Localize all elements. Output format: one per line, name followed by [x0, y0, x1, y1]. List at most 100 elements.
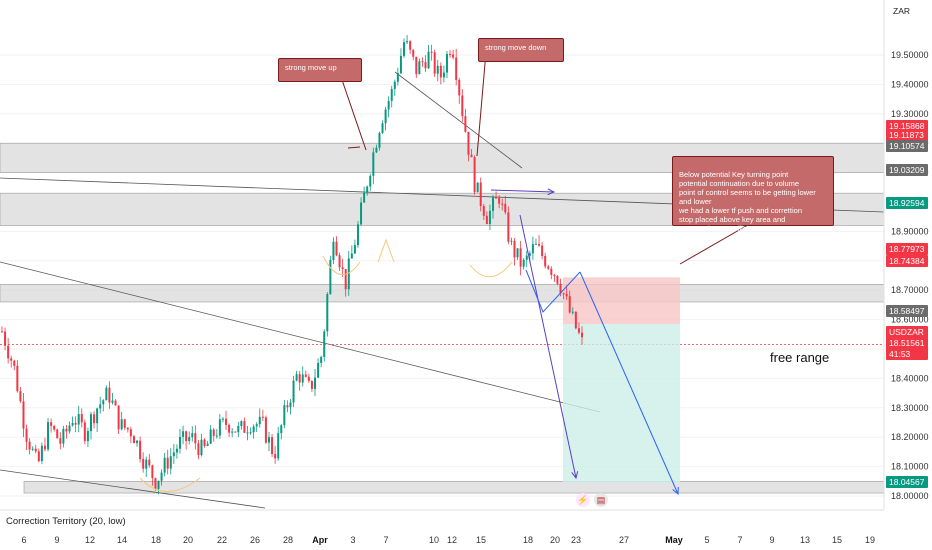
candle-body — [25, 428, 28, 442]
candle-body — [498, 198, 501, 204]
candle-body — [559, 283, 562, 294]
candle-body — [83, 422, 86, 442]
candle-body — [178, 436, 181, 449]
price-badge: 18.77973 — [886, 243, 928, 255]
projection-path — [525, 269, 581, 313]
candle-body — [369, 175, 372, 187]
candle-body — [507, 212, 510, 242]
indicator-legend[interactable]: Correction Territory (20, low) — [6, 516, 126, 527]
candle-body — [547, 266, 550, 269]
candle-body — [470, 154, 473, 158]
price-badge: 18.92594 — [886, 197, 928, 209]
currency-label[interactable]: ZAR — [893, 6, 910, 16]
candle-body — [255, 424, 258, 427]
x-tick-label: 6 — [21, 535, 26, 545]
candle-body — [329, 260, 332, 294]
candle-body — [145, 459, 148, 469]
candle-body — [166, 457, 169, 469]
candle-body — [384, 109, 387, 124]
price-badge: 19.10574 — [886, 140, 928, 152]
y-tick-label: 18.00000 — [891, 491, 929, 501]
candle-body — [40, 445, 43, 462]
candle-body — [436, 65, 439, 74]
candle-body — [323, 331, 326, 357]
x-tick-label: 9 — [769, 535, 774, 545]
candle-body — [338, 255, 341, 268]
candle-body — [47, 422, 50, 450]
poc-arrow — [490, 189, 555, 193]
candle-body — [237, 426, 240, 433]
candle-body — [53, 425, 56, 430]
candle-body — [347, 258, 350, 290]
x-tick-label: 15 — [832, 535, 842, 545]
candle-body — [59, 438, 62, 444]
candle-body — [455, 57, 458, 80]
candle-body — [215, 435, 218, 437]
candle-body — [218, 419, 221, 436]
candle-body — [234, 431, 237, 433]
candle-body — [522, 259, 525, 267]
x-tick-label: 28 — [283, 535, 293, 545]
candle-body — [433, 52, 436, 74]
note-strong-move-up[interactable]: strong move up — [278, 58, 362, 82]
candle-body — [479, 182, 482, 206]
note-pointer-up — [339, 73, 367, 151]
candle-body — [427, 51, 430, 69]
candle-body — [231, 431, 234, 433]
candle-body — [212, 429, 215, 436]
candle-body — [28, 441, 31, 450]
candle-body — [424, 62, 427, 69]
candle-body — [136, 440, 139, 444]
candle-body — [449, 54, 452, 56]
current-price-badge: 18.51561 — [886, 337, 928, 349]
us-flag-icon[interactable]: ▤ — [594, 493, 608, 507]
candle-body — [289, 402, 292, 408]
x-tick-label: 27 — [619, 535, 629, 545]
candle-body — [249, 432, 252, 434]
lightning-icon[interactable]: ⚡ — [576, 493, 590, 507]
candle-body — [412, 49, 415, 57]
x-tick-label: 14 — [117, 535, 127, 545]
candle-body — [261, 416, 264, 418]
candle-body — [22, 401, 25, 429]
y-tick-label: 18.60000 — [891, 315, 929, 325]
note-text: strong move up — [285, 63, 337, 72]
candle-body — [108, 387, 111, 403]
candle-body — [126, 427, 129, 430]
candle-body — [86, 431, 89, 442]
candle-body — [314, 377, 317, 389]
candle-body — [111, 400, 114, 403]
candle-body — [206, 443, 209, 446]
candle-body — [37, 451, 40, 462]
candle-body — [550, 268, 553, 275]
candle-body — [513, 240, 516, 258]
candle-body — [56, 429, 59, 439]
note-strong-move-down[interactable]: strong move down — [478, 38, 564, 62]
orange-curve — [377, 238, 395, 263]
candle-body — [568, 296, 571, 313]
candle-body — [89, 414, 92, 432]
key-zone — [0, 284, 885, 303]
price-badge: 19.03209 — [886, 164, 928, 176]
candle-body — [7, 345, 10, 359]
candle-body — [68, 425, 71, 432]
candle-body — [31, 448, 34, 450]
candle-body — [350, 253, 353, 259]
candle-body — [353, 245, 356, 254]
candle-body — [114, 400, 117, 406]
trendline — [394, 71, 523, 169]
note-analysis[interactable]: Below potential Key turning point potent… — [672, 156, 834, 233]
x-tick-label: 19 — [865, 535, 875, 545]
candle-body — [271, 437, 274, 455]
candle-body — [203, 439, 206, 446]
candle-body — [142, 458, 145, 469]
candle-body — [99, 404, 102, 409]
candle-body — [304, 374, 307, 377]
y-tick-label: 19.30000 — [891, 109, 929, 119]
candle-body — [243, 421, 246, 433]
candle-body — [228, 424, 231, 433]
candle-body — [13, 360, 16, 366]
candle-body — [169, 456, 172, 469]
x-tick-label: 7 — [383, 535, 388, 545]
